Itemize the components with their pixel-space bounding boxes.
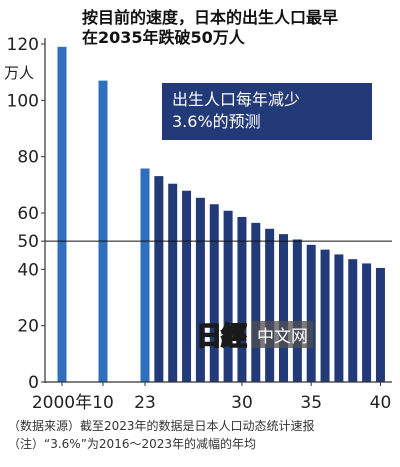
bar-2030 — [237, 216, 247, 382]
watermark-text: 中文网 — [252, 321, 314, 348]
bar-2027 — [195, 197, 205, 382]
bar-2033 — [279, 234, 288, 382]
callout-line-1: 出生人口每年减少 — [172, 90, 301, 109]
bar-2000 — [57, 46, 67, 383]
bar-2032 — [265, 228, 275, 382]
x-tick-label-2023: 23 — [134, 393, 156, 413]
y-unit-label: 万人 — [4, 64, 35, 82]
y-tick-label-80: 80 — [17, 148, 39, 168]
source-notes: （数据来源）截至2023年的数据是日本人口动态统计速报 （注）“3.6%”为20… — [8, 417, 315, 453]
bar-2040 — [375, 267, 385, 382]
y-tick-label-60: 60 — [17, 204, 39, 224]
x-tick-label-2035: 35 — [300, 393, 322, 413]
x-tick-label-2010: 10 — [92, 393, 114, 413]
bar-2026 — [182, 190, 192, 382]
y-tick-label-100: 100 — [7, 91, 39, 111]
x-tick-label-2040: 40 — [370, 393, 392, 413]
x-tick-label-2030: 30 — [231, 393, 253, 413]
bar-2035 — [306, 244, 316, 382]
callout-line-2: 3.6%的预测 — [172, 112, 261, 131]
title-line-1: 按目前的速度，日本的出生人口最早 — [82, 8, 339, 27]
footnote: （注）“3.6%”为2016～2023年的减幅的年均 — [8, 437, 256, 451]
bar-2028 — [209, 204, 219, 382]
y-tick-label-40: 40 — [17, 260, 39, 280]
bar-2025 — [168, 183, 178, 382]
bar-2024 — [154, 176, 164, 382]
y-tick-label-0: 0 — [28, 373, 39, 393]
y-tick-label-20: 20 — [17, 317, 39, 337]
bar-2036 — [320, 249, 330, 382]
bar-2039 — [362, 263, 372, 382]
nikkei-logo: 日經 — [195, 321, 248, 353]
chart-title: 按目前的速度，日本的出生人口最早 在2035年跌破50万人 — [82, 8, 338, 48]
bar-2038 — [348, 259, 358, 382]
watermark: 日經 中文网 — [195, 316, 314, 353]
bar-2023 — [140, 168, 150, 382]
bar-2034 — [292, 239, 302, 382]
bar-2029 — [223, 210, 233, 382]
bar-2010 — [98, 80, 108, 382]
bar-2037 — [334, 254, 344, 382]
source-note: （数据来源）截至2023年的数据是日本人口动态统计速报 — [8, 419, 315, 433]
x-tick-label-2000: 2000年 — [32, 393, 92, 413]
y-tick-label-120: 120 — [7, 35, 39, 55]
y-tick-label-50: 50 — [17, 232, 39, 252]
forecast-callout: 出生人口每年减少 3.6%的预测 — [162, 83, 372, 140]
title-line-2: 在2035年跌破50万人 — [82, 28, 245, 47]
bar-2031 — [251, 222, 261, 382]
